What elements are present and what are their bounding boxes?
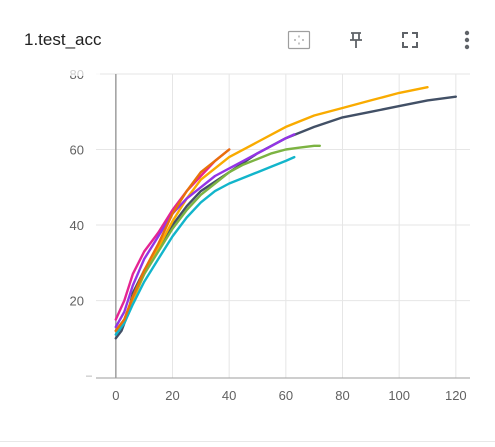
series-line-4 — [114, 133, 296, 329]
x-tick-label: 60 — [279, 388, 293, 403]
series-line-2 — [114, 85, 429, 332]
series-line-7 — [114, 148, 231, 332]
series-line-6 — [114, 155, 296, 336]
pin-icon — [350, 32, 362, 48]
y-tick-label: 40 — [70, 218, 84, 233]
x-tick-label: 80 — [335, 388, 349, 403]
top-fade — [40, 62, 100, 76]
more-options-button[interactable] — [454, 27, 480, 53]
fullscreen-icon — [402, 32, 418, 48]
x-tick-label: 0 — [112, 388, 119, 403]
grid-lines — [96, 73, 470, 378]
card-title: 1.test_acc — [24, 30, 102, 49]
y-tick-label: 20 — [70, 294, 84, 309]
fullscreen-button[interactable] — [397, 27, 423, 53]
more-vert-icon — [464, 30, 470, 50]
series-line-3 — [114, 148, 231, 321]
pin-button[interactable] — [343, 27, 369, 53]
x-tick-label: 100 — [388, 388, 410, 403]
series-lines — [114, 85, 457, 340]
x-tick-label: 20 — [165, 388, 179, 403]
fit-domain-icon — [287, 30, 311, 50]
x-tick-label: 40 — [222, 388, 236, 403]
y-tick-label: 60 — [70, 143, 84, 158]
fit-domain-button[interactable] — [286, 27, 312, 53]
x-tick-label: 120 — [445, 388, 467, 403]
